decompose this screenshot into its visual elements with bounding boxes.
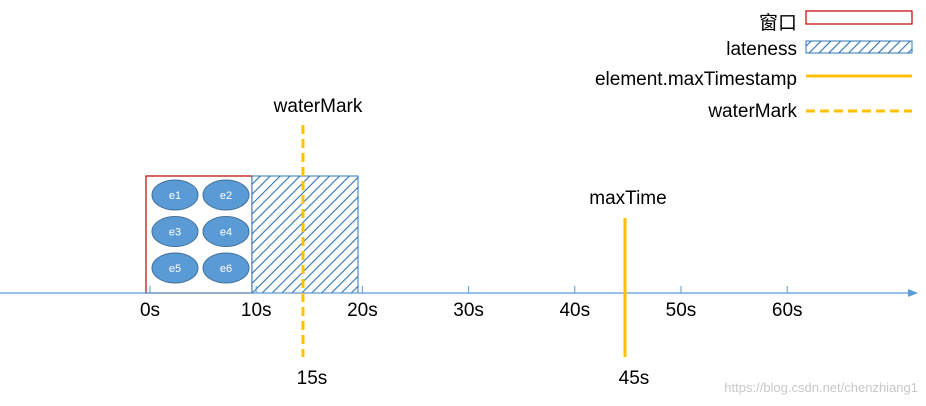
lateness-box <box>251 175 359 294</box>
tick-label: 40s <box>559 300 590 321</box>
legend: 窗口 lateness element.maxTimestamp waterMa… <box>595 10 913 122</box>
element-bubble <box>151 252 199 284</box>
tick-label: 10s <box>241 300 272 321</box>
element-label: e4 <box>220 227 232 239</box>
element-label: e3 <box>169 227 181 239</box>
element-bubble <box>202 179 250 211</box>
watermark-label: waterMark <box>273 96 363 117</box>
element-label: e6 <box>220 263 232 275</box>
axis-arrow <box>908 289 918 297</box>
legend-label: 窗口 <box>759 12 797 34</box>
element-bubble <box>202 216 250 247</box>
tick-label: 60s <box>772 300 803 321</box>
element-label: e5 <box>169 263 181 275</box>
legend-lateness-swatch <box>805 40 913 54</box>
legend-window-swatch <box>805 10 913 25</box>
tick-label: 50s <box>666 300 697 321</box>
tick-label: 0s <box>140 300 160 321</box>
legend-label: lateness <box>726 39 797 60</box>
legend-label: element.maxTimestamp <box>595 69 797 90</box>
element-bubble <box>202 252 250 284</box>
legend-label: waterMark <box>707 101 797 122</box>
credit: https://blog.csdn.net/chenzhiang1 <box>724 380 918 395</box>
max-time-value: 45s <box>619 368 650 389</box>
watermark-time: 15s <box>297 368 328 389</box>
element-bubble <box>151 179 199 211</box>
element-label: e1 <box>169 190 181 202</box>
axis-ticks: 0s 10s 20s 30s 40s 50s 60s <box>140 286 803 321</box>
max-time-label: maxTime <box>589 188 666 209</box>
tick-label: 30s <box>453 300 484 321</box>
elements: e1 e2 e3 e4 e5 e6 <box>151 179 250 284</box>
tick-label: 20s <box>347 300 378 321</box>
element-label: e2 <box>220 190 232 202</box>
element-bubble <box>151 216 199 247</box>
